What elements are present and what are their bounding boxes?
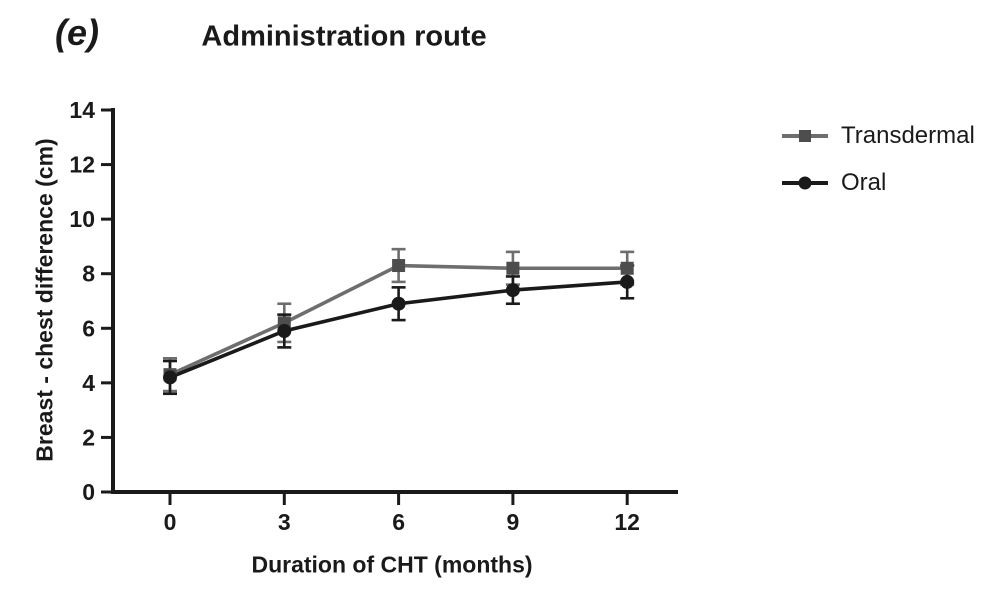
y-tick-label: 6 <box>82 315 95 341</box>
y-tick-label: 8 <box>82 261 95 287</box>
chart-title: Administration route <box>201 20 487 53</box>
y-tick-label: 10 <box>69 206 95 232</box>
circle-marker <box>163 370 177 385</box>
square-marker <box>506 261 520 275</box>
transdermal-line-marker-icon <box>782 129 828 142</box>
x-axis-label: Duration of CHT (months) <box>251 551 533 578</box>
legend: Transdermal Oral <box>782 112 975 206</box>
oral-line-marker-icon <box>782 176 828 189</box>
legend-label: Transdermal <box>841 121 975 149</box>
series-oral <box>163 264 635 396</box>
x-tick-label: 0 <box>164 509 177 535</box>
x-tick-label: 9 <box>507 509 520 535</box>
circle-marker-icon <box>798 176 812 189</box>
y-tick-label: 14 <box>69 97 95 123</box>
y-tick-label: 2 <box>82 424 95 450</box>
x-tick-label: 3 <box>278 509 291 535</box>
x-tick-label: 12 <box>614 509 640 535</box>
square-marker <box>620 261 634 275</box>
circle-marker <box>391 296 406 311</box>
legend-label: Oral <box>841 168 887 196</box>
square-marker-icon <box>799 129 811 142</box>
y-tick-label: 0 <box>82 479 95 505</box>
legend-item-oral: Oral <box>782 159 975 206</box>
square-marker <box>392 259 406 273</box>
y-tick-label: 4 <box>82 370 95 396</box>
legend-item-transdermal: Transdermal <box>782 112 975 159</box>
x-tick-label: 6 <box>392 509 405 535</box>
circle-marker <box>620 274 635 289</box>
series-markers-oral <box>163 274 635 385</box>
circle-marker <box>505 283 520 298</box>
panel-label: (e) <box>55 12 99 53</box>
y-tick-label: 12 <box>69 152 95 178</box>
circle-marker <box>277 324 292 339</box>
